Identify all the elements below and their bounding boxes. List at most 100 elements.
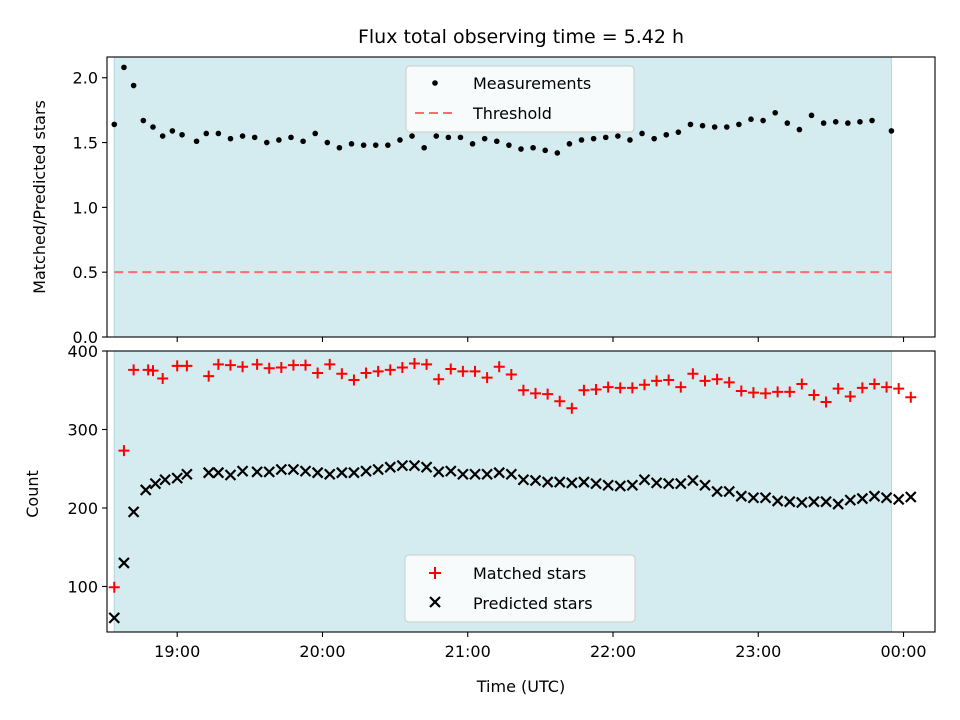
- predicted-star-point: [311, 466, 324, 479]
- measurement-point: [130, 82, 137, 89]
- measurement-point: [602, 134, 609, 141]
- measurement-point: [820, 120, 827, 126]
- measurement-point: [832, 119, 839, 125]
- x-tick-label: 23:00: [735, 642, 781, 661]
- matched-star-point: [808, 389, 820, 401]
- matched-star-point: [157, 372, 169, 384]
- matched-star-point: [856, 382, 868, 394]
- predicted-star-point: [662, 477, 675, 490]
- matched-star-point: [324, 358, 336, 370]
- measurement-point: [736, 121, 742, 128]
- measurement-point: [121, 64, 127, 71]
- ratio-y-tick-label: 0.5: [73, 263, 98, 282]
- matched-star-point: [108, 581, 120, 593]
- measurements-legend-label: Measurements: [473, 74, 591, 93]
- measurement-point: [276, 137, 282, 143]
- x-tick-label: 00:00: [880, 642, 926, 661]
- measurement-point: [723, 124, 730, 130]
- measurement-point: [227, 135, 234, 142]
- matched-star-point: [493, 361, 505, 373]
- predicted-star-point: [638, 473, 651, 486]
- predicted-star-point: [493, 466, 505, 479]
- predicted-star-point: [236, 465, 249, 477]
- measurement-point: [336, 144, 343, 151]
- matched-star-point: [760, 387, 772, 399]
- predicted-star-point: [735, 490, 748, 502]
- predicted-star-point: [820, 495, 832, 508]
- measurement-point: [578, 137, 585, 143]
- matched-star-point: [566, 402, 578, 414]
- measurement-point: [699, 122, 706, 129]
- predicted-stars-series: [108, 459, 917, 624]
- predicted-star-point: [711, 485, 723, 498]
- measurement-point: [651, 135, 657, 142]
- matched-star-point: [396, 361, 408, 373]
- predicted-legend-label: Predicted stars: [473, 594, 593, 613]
- measurement-point: [288, 134, 294, 141]
- matched-star-point: [348, 374, 360, 386]
- measurements-legend-marker: [432, 80, 438, 86]
- count-panel: 100 200 300 400 19:00 20:00 21:00 22:00 23:00 00…: [23, 342, 936, 696]
- predicted-star-point: [396, 459, 409, 472]
- predicted-star-point: [880, 492, 893, 504]
- measurement-point: [312, 130, 319, 137]
- matched-star-point: [638, 379, 650, 391]
- measurement-point: [796, 126, 803, 133]
- count-y-tick-label: 200: [67, 499, 98, 518]
- matched-star-point: [408, 358, 420, 370]
- measurement-point: [675, 129, 682, 135]
- predicted-star-point: [699, 479, 711, 491]
- measurement-point: [372, 142, 379, 148]
- predicted-star-point: [553, 476, 566, 488]
- predicted-star-point: [517, 473, 530, 486]
- predicted-star-point: [614, 480, 627, 492]
- matched-star-point: [118, 445, 130, 457]
- predicted-star-point: [469, 468, 481, 481]
- matched-star-point: [614, 382, 626, 394]
- predicted-star-point: [432, 466, 445, 478]
- matched-star-point: [372, 365, 384, 377]
- matched-star-point: [469, 365, 481, 377]
- predicted-star-point: [808, 495, 820, 508]
- predicted-star-point: [408, 459, 421, 472]
- predicted-star-point: [139, 484, 152, 496]
- matched-star-point: [517, 384, 529, 396]
- measurement-point: [566, 141, 573, 147]
- measurement-point: [409, 133, 415, 139]
- measurement-point: [687, 121, 694, 128]
- threshold-legend-label: Threshold: [472, 104, 552, 123]
- measurement-point: [888, 128, 895, 134]
- ratio-y-tick-label: 1.0: [73, 198, 98, 217]
- count-x-ticks: 19:00 20:00 21:00 22:00 23:00 00:00: [154, 632, 927, 661]
- predicted-star-point: [675, 477, 687, 490]
- matched-star-point: [663, 374, 675, 386]
- matched-star-point: [699, 375, 711, 387]
- count-y-ticks: 100 200 300 400: [67, 342, 107, 596]
- count-legend: Matched stars Predicted stars: [404, 554, 636, 623]
- predicted-star-point: [348, 466, 360, 479]
- predicted-star-point: [263, 466, 275, 478]
- count-y-tick-label: 100: [67, 577, 98, 596]
- measurement-point: [615, 133, 621, 139]
- predicted-star-point: [202, 466, 215, 479]
- measurement-point: [179, 131, 185, 138]
- matched-star-point: [224, 359, 236, 371]
- predicted-star-point: [171, 472, 183, 484]
- measurements-series: [111, 64, 895, 156]
- matched-star-point: [747, 387, 759, 399]
- matched-star-point: [457, 365, 469, 377]
- predicted-star-point: [687, 474, 699, 487]
- matched-star-point: [626, 382, 638, 394]
- count-y-axis-label: Count: [23, 470, 42, 518]
- predicted-star-point: [626, 479, 639, 491]
- measurement-point: [857, 119, 863, 125]
- matched-star-point: [360, 367, 372, 379]
- predicted-star-point: [159, 473, 171, 486]
- predicted-star-point: [127, 506, 140, 518]
- ratio-y-axis-label: Matched/Predicted stars: [30, 100, 49, 294]
- ratio-y-ticks: 0.0 0.5 1.0 1.5 2.0: [73, 69, 107, 347]
- matched-star-point: [772, 386, 784, 398]
- measurement-point: [627, 137, 633, 143]
- measurement-point: [590, 135, 597, 142]
